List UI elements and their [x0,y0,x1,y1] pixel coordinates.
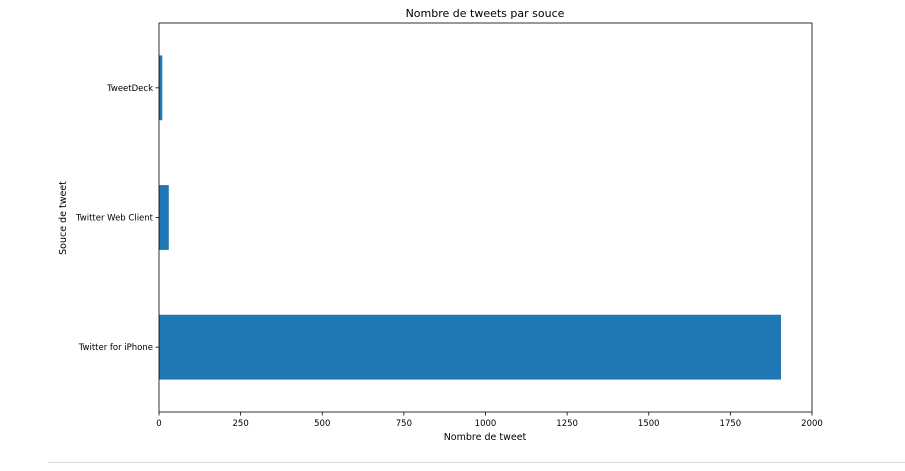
x-axis-label: Nombre de tweet [444,432,527,443]
x-tick-label: 750 [396,419,412,429]
ticks-group: Twitter for iPhone Twitter Web Client Twee… [75,84,823,429]
x-tick-label: 0 [156,419,161,429]
y-tick-label: TweetDeck [106,84,153,94]
bars-group [159,55,781,380]
bar-twitter-for-iphone [159,314,781,380]
x-tick-label: 2000 [801,419,823,429]
x-tick-label: 250 [233,419,249,429]
bar-twitter-web-client [159,185,169,250]
x-tick-label: 1500 [638,419,660,429]
x-tick-label: 1750 [720,419,742,429]
x-tick-label: 1000 [475,419,497,429]
cell-output-divider [48,462,905,463]
bar-tweetdeck [159,55,163,121]
x-tick-label: 500 [314,419,330,429]
x-tick-label: 1250 [556,419,578,429]
y-tick-label: Twitter Web Client [75,214,154,224]
y-axis-label: Souce de tweet [58,181,69,255]
chart-title: Nombre de tweets par souce [406,7,565,20]
y-tick-label: Twitter for iPhone [78,343,153,353]
